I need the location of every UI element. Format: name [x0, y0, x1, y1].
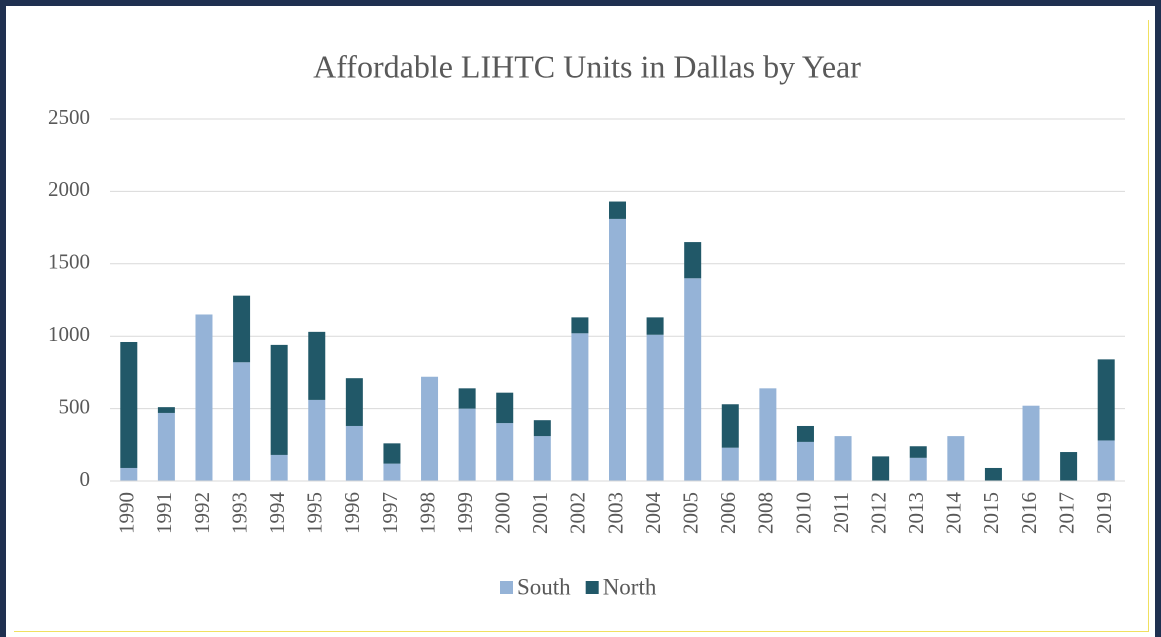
- bar-segment: [496, 392, 514, 424]
- legend-swatch: [500, 581, 513, 594]
- bar-segment: [684, 278, 702, 481]
- bar-segment: [458, 388, 476, 409]
- chart-title: Affordable LIHTC Units in Dallas by Year: [313, 48, 861, 84]
- bar-segment: [383, 463, 401, 481]
- x-tick-label: 2004: [641, 492, 665, 535]
- bar-segment: [233, 295, 251, 363]
- x-tick-label: 1999: [453, 492, 477, 534]
- bar-segment: [383, 443, 401, 464]
- bar-segment: [1060, 452, 1078, 481]
- bar-segment: [270, 344, 288, 455]
- bar-segment: [195, 314, 213, 481]
- bar-segment: [1097, 440, 1115, 481]
- bar-segment: [872, 456, 890, 481]
- bar-segment: [233, 362, 251, 481]
- bar-segment: [421, 376, 439, 481]
- x-tick-label: 1994: [265, 492, 289, 535]
- bar-segment: [496, 423, 514, 481]
- x-tick-label: 2013: [904, 492, 928, 534]
- x-tick-label: 1990: [115, 492, 139, 534]
- bar-segment: [909, 457, 927, 481]
- x-tick-label: 2006: [716, 492, 740, 534]
- bar-segment: [909, 446, 927, 458]
- y-tick-label: 1500: [48, 250, 90, 274]
- bar-segment: [571, 333, 589, 481]
- bar-segment: [834, 436, 852, 481]
- x-tick-label: 1991: [152, 492, 176, 534]
- x-tick-label: 1995: [303, 492, 327, 534]
- bar-segment: [270, 454, 288, 481]
- bar-segment: [796, 425, 814, 442]
- bar-segment: [345, 378, 363, 426]
- x-tick-label: 2008: [754, 492, 778, 534]
- bar-segment: [984, 467, 1002, 481]
- bar-segment: [120, 341, 138, 468]
- x-tick-label: 2017: [1054, 492, 1078, 534]
- bar-segment: [646, 334, 664, 481]
- y-tick-label: 2000: [48, 177, 90, 201]
- bar-segment: [533, 436, 551, 481]
- legend-swatch: [585, 581, 599, 594]
- x-tick-label: 2000: [491, 492, 515, 534]
- x-tick-label: 2001: [528, 492, 552, 534]
- bar-segment: [759, 388, 777, 481]
- bar-segment: [157, 407, 175, 413]
- bar-segment: [571, 317, 589, 334]
- bar-segment: [646, 317, 664, 335]
- y-tick-label: 0: [80, 467, 91, 491]
- x-tick-label: 2015: [979, 492, 1003, 534]
- bar-segment: [1022, 405, 1040, 481]
- x-tick-label: 1996: [340, 492, 364, 534]
- y-tick-label: 500: [59, 394, 91, 418]
- x-tick-label: 2010: [791, 492, 815, 534]
- x-tick-label: 1992: [190, 492, 214, 534]
- bar-segment: [308, 399, 326, 481]
- bar-segment: [721, 404, 739, 448]
- y-tick-label: 1000: [48, 322, 90, 346]
- x-tick-label: 2011: [829, 492, 853, 533]
- x-tick-label: 1993: [227, 492, 251, 534]
- bar-segment: [721, 447, 739, 481]
- bar-segment: [533, 420, 551, 437]
- x-tick-label: 2014: [942, 492, 966, 535]
- inner-border: [14, 20, 1149, 632]
- x-tick-label: 2002: [566, 492, 590, 534]
- y-tick-label: 2500: [48, 105, 90, 129]
- x-tick-label: 2019: [1092, 492, 1116, 534]
- bar-segment: [1097, 359, 1115, 441]
- x-tick-label: 2005: [678, 492, 702, 534]
- bar-segment: [609, 201, 626, 219]
- bar-segment: [796, 441, 814, 481]
- legend-label: South: [517, 574, 571, 599]
- bar-segment: [345, 425, 363, 481]
- bar-segment: [684, 242, 702, 279]
- bar-segment: [120, 467, 138, 481]
- bar-segment: [308, 331, 326, 400]
- x-tick-label: 2016: [1017, 492, 1041, 534]
- x-tick-label: 1998: [415, 492, 439, 534]
- x-tick-label: 1997: [378, 492, 402, 534]
- x-tick-label: 2012: [866, 492, 890, 534]
- bar-segment: [157, 412, 175, 481]
- x-tick-label: 2003: [603, 492, 627, 534]
- bar-segment: [458, 408, 476, 481]
- legend-label: North: [603, 574, 657, 599]
- bar-segment: [947, 436, 965, 481]
- bar-segment: [609, 218, 626, 482]
